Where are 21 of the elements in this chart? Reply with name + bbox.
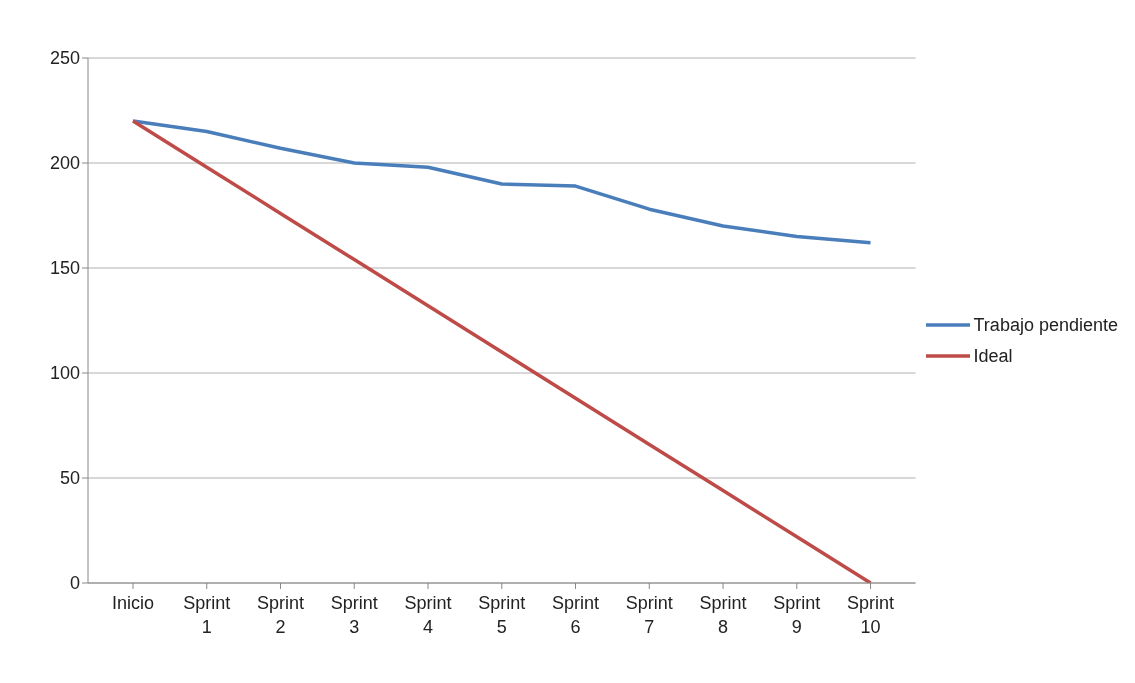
x-tick-label: Sprint 7 xyxy=(625,593,673,637)
x-tick-label: Sprint 10 xyxy=(847,593,895,637)
y-tick-label: 0 xyxy=(69,573,80,594)
line-series xyxy=(131,119,873,245)
x-tick-label: Sprint 4 xyxy=(404,593,452,637)
x-tick-label: Sprint 1 xyxy=(183,593,231,637)
x-tick-label: Sprint 8 xyxy=(699,593,747,637)
x-tick-label: Sprint 5 xyxy=(478,593,526,637)
y-tick-label: 200 xyxy=(49,153,80,174)
y-tick-label: 50 xyxy=(59,468,80,489)
x-tick-label: Sprint 6 xyxy=(552,593,600,637)
legend-label: Trabajo pendiente xyxy=(973,314,1118,336)
x-tick-label: Sprint 9 xyxy=(773,593,821,637)
y-tick-label: 150 xyxy=(49,258,80,279)
x-tick-label: Inicio xyxy=(111,593,155,613)
line-series xyxy=(131,119,873,583)
legend-label: Ideal xyxy=(973,345,1013,367)
x-tick-label: Sprint 3 xyxy=(330,593,378,637)
y-tick-label: 250 xyxy=(49,48,80,69)
y-tick-label: 100 xyxy=(49,363,80,384)
x-tick-label: Sprint 2 xyxy=(256,593,305,637)
